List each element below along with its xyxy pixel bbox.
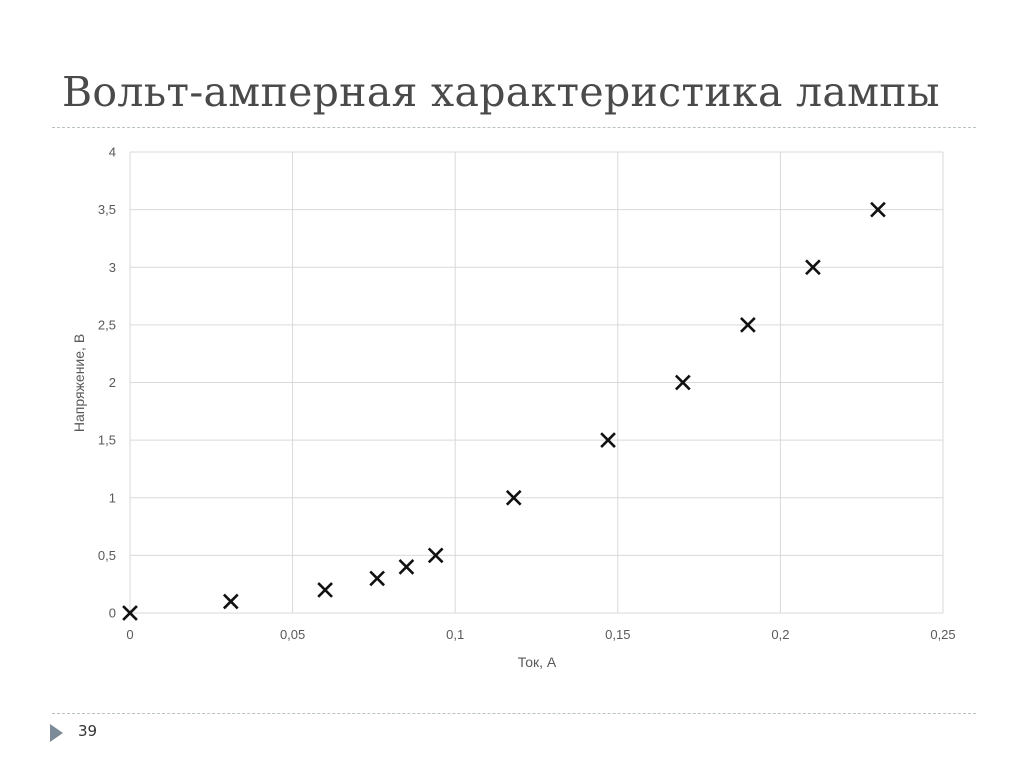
data-point-marker (427, 547, 444, 564)
chart-grid (129, 151, 944, 614)
chart-points (122, 201, 886, 621)
data-point-marker (805, 259, 821, 276)
data-point-marker (870, 201, 886, 218)
y-tick-label: 3 (109, 260, 116, 275)
x-tick-label: 0,15 (605, 627, 630, 642)
y-tick-label: 3,5 (98, 202, 116, 217)
y-tick-label: 2 (109, 375, 116, 390)
data-point-marker (740, 317, 756, 333)
page-number: 39 (78, 722, 98, 740)
data-point-marker (122, 605, 138, 621)
y-tick-label: 1,5 (98, 433, 116, 448)
x-tick-label: 0,25 (930, 627, 955, 642)
y-tick-label: 4 (109, 145, 116, 160)
data-point-marker (600, 432, 616, 448)
data-point-marker (369, 570, 385, 587)
y-tick-label: 2,5 (98, 317, 116, 332)
x-axis-label: Ток, А (518, 654, 557, 670)
data-point-marker (317, 582, 333, 598)
data-point-marker (222, 593, 239, 610)
data-point-marker (398, 559, 415, 575)
slide-title: Вольт-амперная характеристика лампы (62, 68, 940, 116)
x-tick-label: 0,1 (446, 627, 464, 642)
data-point-marker (675, 374, 691, 391)
slide-arrow-icon (50, 724, 63, 742)
y-tick-label: 0 (109, 606, 116, 621)
x-tick-label: 0,2 (771, 627, 789, 642)
title-divider (52, 127, 976, 128)
chart-tick-labels: 0 0,5 1 1,5 2 2,5 3 3,5 4 0 0,05 0,1 0,15 0,2 0,25 (98, 145, 956, 643)
data-point-marker (505, 489, 522, 506)
footer-divider (52, 713, 976, 714)
y-axis-label: Напряжение, В (71, 334, 87, 432)
x-tick-label: 0,05 (280, 627, 305, 642)
y-tick-label: 0,5 (98, 548, 116, 563)
y-tick-label: 1 (109, 490, 116, 505)
x-tick-label: 0 (126, 627, 133, 642)
